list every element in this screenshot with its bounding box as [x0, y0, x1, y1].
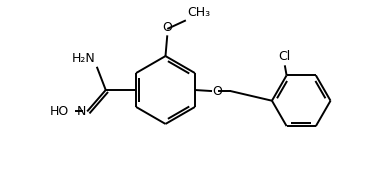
Text: CH₃: CH₃	[187, 6, 211, 19]
Text: Cl: Cl	[279, 50, 291, 63]
Text: H₂N: H₂N	[71, 52, 95, 65]
Text: O: O	[162, 21, 172, 34]
Text: HO: HO	[50, 105, 69, 118]
Text: N: N	[77, 105, 86, 118]
Text: O: O	[213, 85, 223, 98]
